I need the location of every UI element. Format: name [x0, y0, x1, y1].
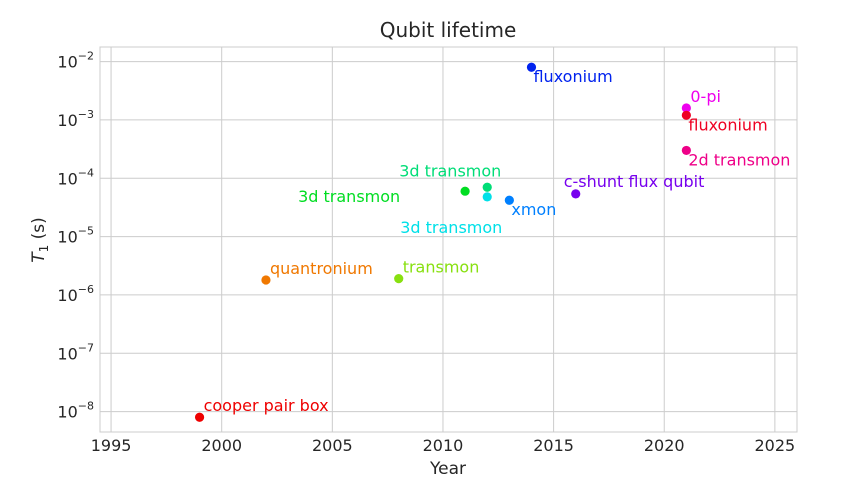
- point-label: fluxonium: [688, 115, 767, 134]
- point-label: 3d transmon: [400, 218, 502, 237]
- x-tick-label: 2025: [755, 436, 796, 455]
- y-axis-label: T1 (s): [29, 217, 51, 263]
- point-label: 3d transmon: [298, 187, 400, 206]
- x-axis-label: Year: [429, 459, 466, 479]
- point-label: cooper pair box: [204, 396, 329, 415]
- x-tick-label: 2010: [423, 436, 464, 455]
- data-point: [460, 186, 470, 196]
- x-tick-label: 1995: [91, 436, 132, 455]
- chart-title: Qubit lifetime: [380, 18, 517, 42]
- point-label: fluxonium: [533, 67, 612, 86]
- plot-area: [99, 46, 798, 433]
- data-point: [681, 103, 691, 113]
- data-point: [526, 62, 537, 72]
- point-label: 0-pi: [690, 87, 721, 106]
- y-tick-label: 10−8: [57, 400, 94, 422]
- x-tick-label: 2020: [644, 436, 685, 455]
- y-tick-label: 10−3: [57, 108, 94, 130]
- data-point: [571, 189, 581, 199]
- data-point: [681, 110, 691, 120]
- data-points: [194, 62, 691, 422]
- point-label: transmon: [403, 258, 480, 277]
- y-tick-label: 10−2: [57, 50, 94, 72]
- grid: [100, 47, 797, 432]
- y-tick-labels: 10−8 10−7 10−6 10−5 10−4 10−3 10−2: [57, 50, 94, 422]
- point-label: xmon: [511, 200, 556, 219]
- x-tick-labels: 1995 2000 2005 2010 2015 2020 2025: [91, 436, 796, 455]
- data-point: [482, 192, 492, 202]
- y-tick-label: 10−6: [57, 283, 94, 305]
- y-tick-label: 10−5: [57, 225, 94, 247]
- point-label: c-shunt flux qubit: [564, 172, 705, 191]
- x-tick-label: 2015: [533, 436, 574, 455]
- point-label: 3d transmon: [399, 161, 501, 180]
- data-point: [504, 195, 514, 205]
- data-point: [394, 274, 404, 284]
- point-labels: cooper pair box quantronium transmon 3d tra…: [204, 67, 791, 415]
- point-label: quantronium: [270, 259, 373, 278]
- y-tick-label: 10−4: [57, 166, 94, 188]
- data-point: [194, 412, 205, 422]
- data-point: [261, 275, 271, 285]
- x-tick-label: 2000: [201, 436, 242, 455]
- x-tick-label: 2005: [312, 436, 353, 455]
- data-point: [482, 182, 492, 192]
- y-tick-label: 10−7: [57, 341, 94, 363]
- point-label: 2d transmon: [688, 150, 790, 169]
- data-point: [681, 145, 691, 156]
